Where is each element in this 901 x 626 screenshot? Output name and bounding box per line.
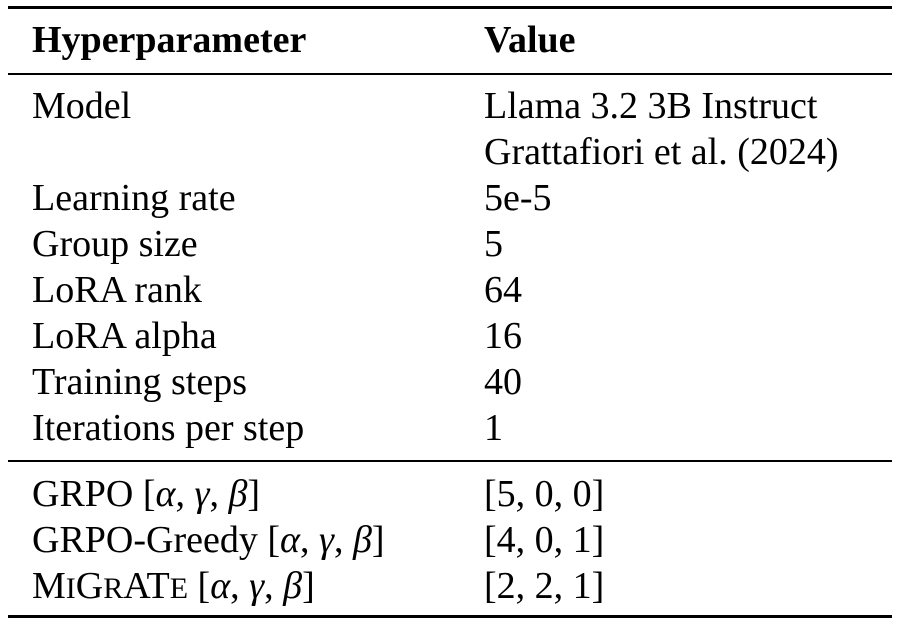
- migrate-g: G: [75, 565, 104, 607]
- row-group-size-value: 5: [484, 223, 503, 265]
- migrate-e: E: [169, 572, 189, 605]
- beta-symbol: β: [352, 519, 372, 561]
- row-lora-alpha-label: LoRA alpha: [32, 315, 217, 357]
- row-model-value: Llama 3.2 3B Instruct: [484, 85, 818, 127]
- row-grpo-label: GRPO [α, γ, β]: [32, 473, 261, 515]
- row-iterations-label: Iterations per step: [32, 407, 305, 449]
- migrate-a: A: [123, 565, 147, 607]
- top-rule: [8, 6, 892, 9]
- method-grpo-greedy: GRPO-Greedy: [32, 519, 258, 561]
- beta-symbol: β: [228, 473, 248, 515]
- alpha-symbol: α: [210, 565, 231, 607]
- method-grpo: GRPO: [32, 473, 134, 515]
- row-iterations-value: 1: [484, 407, 503, 449]
- row-group-size-label: Group size: [32, 223, 198, 265]
- row-model-citation: Grattafiori et al. (2024): [484, 131, 839, 173]
- gamma-symbol: γ: [194, 473, 210, 515]
- row-grpo-greedy-value: [4, 0, 1]: [484, 519, 605, 561]
- migrate-t: T: [146, 565, 170, 607]
- alpha-symbol: α: [280, 519, 300, 561]
- row-lora-rank-value: 64: [484, 269, 522, 311]
- row-migrate-value: [2, 2, 1]: [484, 565, 605, 607]
- gamma-symbol: γ: [249, 565, 265, 607]
- row-training-steps-value: 40: [484, 361, 522, 403]
- row-lora-alpha-value: 16: [484, 315, 522, 357]
- row-training-steps-label: Training steps: [32, 361, 248, 403]
- migrate-i: I: [65, 572, 76, 605]
- row-model-label: Model: [32, 85, 132, 127]
- row-migrate-label: MIGRATE [α, γ, β]: [32, 565, 315, 607]
- migrate-m: M: [32, 565, 66, 607]
- header-hyperparameter: Hyperparameter: [32, 19, 307, 61]
- method-migrate: MIGRATE: [32, 565, 188, 607]
- row-grpo-greedy-label: GRPO-Greedy [α, γ, β]: [32, 519, 385, 561]
- row-lora-rank-label: LoRA rank: [32, 269, 202, 311]
- beta-symbol: β: [283, 565, 303, 607]
- row-learning-rate-label: Learning rate: [32, 177, 236, 219]
- migrate-r: R: [103, 572, 124, 605]
- gamma-symbol: γ: [318, 519, 334, 561]
- bottom-rule: [8, 615, 892, 618]
- alpha-symbol: α: [155, 473, 176, 515]
- row-grpo-value: [5, 0, 0]: [484, 473, 605, 515]
- row-learning-rate-value: 5e-5: [484, 177, 552, 219]
- section-rule: [8, 460, 892, 462]
- header-value: Value: [484, 19, 576, 61]
- header-rule: [8, 73, 892, 75]
